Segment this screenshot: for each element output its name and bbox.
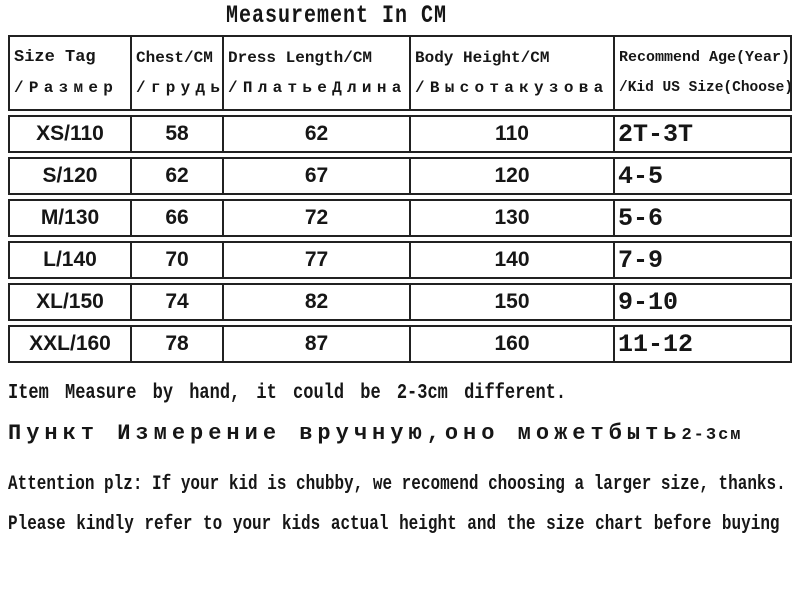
- header-size-tag-en: Size Tag: [14, 48, 96, 67]
- size-chart-page: Measurement In CM Size Tag /Размер Chest…: [8, 2, 800, 544]
- notes-section: Item Measure by hand, it could be 2-3cm …: [8, 375, 800, 544]
- cell-dress-length: 72: [222, 199, 409, 237]
- header-size-tag: Size Tag /Размер: [8, 35, 130, 111]
- cell-chest: 58: [130, 115, 222, 153]
- header-chest: Chest/CM /грудь: [130, 35, 222, 111]
- cell-size-tag: XXL/160: [8, 325, 130, 363]
- cell-age: 7-9: [613, 241, 792, 279]
- cell-body-height: 150: [409, 283, 613, 321]
- header-body-height-en: Body Height/CM: [415, 49, 550, 67]
- note-attention-text: Attention plz: If your kid is chubby, we…: [8, 472, 786, 496]
- header-dress-length-en: Dress Length/CM: [228, 49, 373, 67]
- size-table-body: XS/110 58 62 110 2T-3T S/120 62 67 120 4…: [8, 115, 792, 363]
- header-dress-length: Dress Length/CM /ПлатьеДлина: [222, 35, 409, 111]
- header-chest-en: Chest/CM: [136, 49, 213, 67]
- cell-chest: 62: [130, 157, 222, 195]
- cell-body-height: 110: [409, 115, 613, 153]
- cell-body-height: 140: [409, 241, 613, 279]
- table-row: XL/150 74 82 150 9-10: [8, 283, 792, 321]
- header-size-tag-ru: /Размер: [14, 79, 119, 97]
- cell-chest: 70: [130, 241, 222, 279]
- size-table: Size Tag /Размер Chest/CM /грудь Dress L…: [8, 31, 792, 367]
- cell-body-height: 160: [409, 325, 613, 363]
- cell-dress-length: 77: [222, 241, 409, 279]
- table-row: XXL/160 78 87 160 11-12: [8, 325, 792, 363]
- cell-body-height: 120: [409, 157, 613, 195]
- cell-chest: 74: [130, 283, 222, 321]
- table-row: L/140 70 77 140 7-9: [8, 241, 792, 279]
- cell-size-tag: XS/110: [8, 115, 130, 153]
- cell-age: 2T-3T: [613, 115, 792, 153]
- cell-dress-length: 62: [222, 115, 409, 153]
- note-refer-text: Please kindly refer to your kids actual …: [8, 512, 780, 536]
- header-chest-ru: /грудь: [136, 79, 222, 97]
- header-dress-length-ru: /ПлатьеДлина: [228, 79, 407, 97]
- header-recommend-age-ru: /Kid US Size(Choose): [619, 80, 792, 96]
- note-measure-ru-tail: 2-3см: [681, 426, 743, 445]
- header-row: Size Tag /Размер Chest/CM /грудь Dress L…: [8, 35, 792, 111]
- header-body-height: Body Height/CM /Высотакузова: [409, 35, 613, 111]
- note-refer: Please kindly refer to your kids actual …: [8, 504, 800, 544]
- table-row: XS/110 58 62 110 2T-3T: [8, 115, 792, 153]
- cell-size-tag: S/120: [8, 157, 130, 195]
- note-measure-en-text: Item Measure by hand, it could be 2-3cm …: [8, 381, 567, 406]
- cell-body-height: 130: [409, 199, 613, 237]
- cell-dress-length: 87: [222, 325, 409, 363]
- note-measure-en: Item Measure by hand, it could be 2-3cm …: [8, 375, 800, 412]
- page-title: Measurement In CM: [226, 2, 448, 31]
- cell-chest: 78: [130, 325, 222, 363]
- cell-size-tag: M/130: [8, 199, 130, 237]
- table-row: S/120 62 67 120 4-5: [8, 157, 792, 195]
- note-attention: Attention plz: If your kid is chubby, we…: [8, 464, 800, 504]
- note-measure-ru: Пункт Измерение вручную,оно можетбыть2-3…: [8, 412, 800, 458]
- cell-dress-length: 82: [222, 283, 409, 321]
- cell-size-tag: L/140: [8, 241, 130, 279]
- note-measure-ru-main: Пункт Измерение вручную,оно можетбыть: [8, 421, 682, 446]
- cell-age: 5-6: [613, 199, 792, 237]
- cell-chest: 66: [130, 199, 222, 237]
- cell-age: 11-12: [613, 325, 792, 363]
- cell-dress-length: 67: [222, 157, 409, 195]
- header-recommend-age: Recommend Age(Year) /Kid US Size(Choose): [613, 35, 792, 111]
- cell-age: 4-5: [613, 157, 792, 195]
- table-row: M/130 66 72 130 5-6: [8, 199, 792, 237]
- header-recommend-age-en: Recommend Age(Year): [619, 49, 791, 66]
- cell-age: 9-10: [613, 283, 792, 321]
- header-body-height-ru: /Высотакузова: [415, 79, 609, 97]
- cell-size-tag: XL/150: [8, 283, 130, 321]
- size-table-header: Size Tag /Размер Chest/CM /грудь Dress L…: [8, 35, 792, 111]
